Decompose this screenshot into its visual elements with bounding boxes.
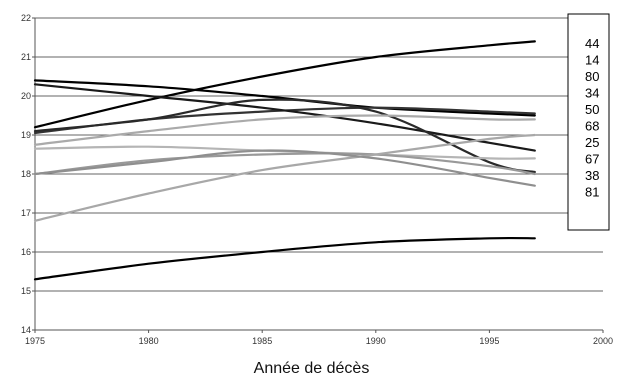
legend-entry: 67	[585, 152, 599, 167]
series-line-9	[33, 133, 536, 222]
x-tick-label: 1985	[252, 336, 272, 346]
legend-entry: 34	[585, 86, 599, 101]
legend-entry: 68	[585, 119, 599, 134]
y-tick-label: 18	[21, 169, 31, 179]
legend-entry: 44	[585, 36, 599, 51]
legend-entry: 38	[585, 168, 599, 183]
x-tick-label: 1975	[25, 336, 45, 346]
y-tick-label: 19	[21, 130, 31, 140]
series-lines	[33, 40, 536, 281]
series-line-10	[33, 149, 536, 187]
series-line-6	[33, 114, 536, 146]
y-tick-label: 16	[21, 247, 31, 257]
x-tick-label: 2000	[593, 336, 613, 346]
legend-box	[567, 13, 610, 231]
grid-lines	[35, 17, 603, 292]
legend-entry: 50	[585, 102, 599, 117]
series-line-4	[33, 83, 536, 152]
x-axis-label: Année de décès	[253, 360, 370, 377]
series-line-5	[33, 98, 536, 174]
series-line-1	[33, 40, 536, 129]
legend-entry: 14	[585, 53, 599, 68]
series-line-8	[33, 152, 536, 176]
y-tick-label: 14	[21, 325, 31, 335]
legend-entry: 25	[585, 135, 599, 150]
x-tick-label: 1995	[479, 336, 499, 346]
legend-entry: 80	[585, 69, 599, 84]
y-tick-label: 15	[21, 286, 31, 296]
series-line-11	[33, 236, 536, 281]
y-tick-label: 17	[21, 208, 31, 218]
x-tick-label: 1980	[139, 336, 159, 346]
y-tick-label: 21	[21, 52, 31, 62]
y-tick-label: 22	[21, 13, 31, 23]
x-tick-label: 1990	[366, 336, 386, 346]
y-tick-label: 20	[21, 91, 31, 101]
legend-entry: 81	[585, 185, 599, 200]
axes: 14 15 16 17 18 19 20 21 22 1975 1980 1985 1990 1995 20…	[21, 13, 613, 346]
